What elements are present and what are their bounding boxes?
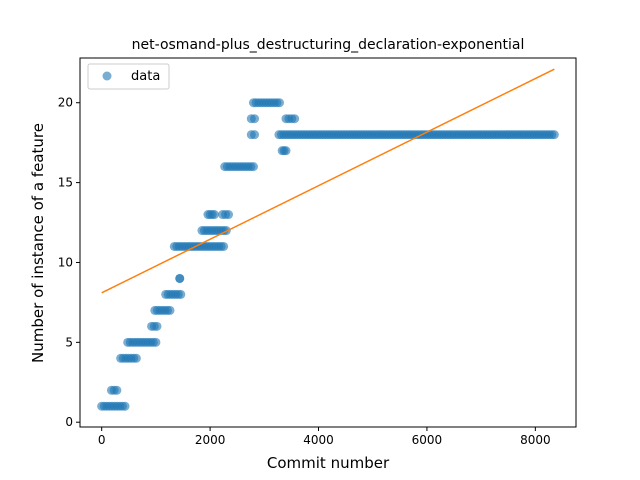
chart-title: net-osmand-plus_destructuring_declaratio… xyxy=(132,37,525,53)
x-tick-label: 4000 xyxy=(303,433,334,447)
data-point-cluster xyxy=(220,162,258,172)
data-point xyxy=(250,114,260,124)
data-point xyxy=(250,130,260,140)
data-point-cluster xyxy=(97,401,130,411)
axes-frame xyxy=(79,57,577,428)
x-tick-label: 0 xyxy=(98,433,106,447)
data-point-cluster xyxy=(161,289,186,299)
data-point xyxy=(165,305,175,315)
y-tick-label: 10 xyxy=(58,255,73,269)
data-point xyxy=(131,353,141,363)
data-point xyxy=(290,114,300,124)
x-tick-label: 8000 xyxy=(520,433,551,447)
y-tick-label: 20 xyxy=(58,96,73,110)
data-point xyxy=(112,385,122,395)
y-axis-label: Number of instance of a feature xyxy=(29,123,47,363)
data-point-cluster xyxy=(281,114,300,124)
data-point-cluster xyxy=(116,353,141,363)
plot-area xyxy=(97,98,559,411)
data-point-cluster xyxy=(277,146,291,156)
fit-line xyxy=(101,68,555,294)
y-tick-label: 0 xyxy=(65,415,73,429)
legend-label-data: data xyxy=(131,69,160,84)
y-tick-label: 15 xyxy=(58,176,73,190)
data-point-cluster xyxy=(197,226,231,236)
data-point-cluster xyxy=(218,210,234,220)
x-axis-ticks: 0 2000 4000 6000 8000 xyxy=(98,427,551,447)
legend-box xyxy=(87,63,170,90)
data-point xyxy=(549,130,559,140)
data-point xyxy=(274,98,284,108)
legend-marker-data xyxy=(102,71,112,81)
data-point xyxy=(281,146,291,156)
data-point-cluster xyxy=(147,321,162,331)
data-point-cluster xyxy=(248,98,284,108)
x-axis-label: Commit number xyxy=(267,454,390,472)
x-tick-label: 6000 xyxy=(412,433,443,447)
data-point xyxy=(152,321,162,331)
legend: data xyxy=(87,63,170,90)
data-point-cluster xyxy=(203,210,219,220)
data-point-cluster xyxy=(246,114,260,124)
y-tick-label: 5 xyxy=(65,335,73,349)
data-point-cluster xyxy=(169,241,229,251)
data-point xyxy=(219,241,229,251)
fit-line-layer xyxy=(101,68,555,294)
x-tick-label: 2000 xyxy=(195,433,226,447)
data-point-cluster xyxy=(123,337,161,347)
y-axis-ticks: 0 5 10 15 20 xyxy=(58,96,80,429)
data-point-cluster xyxy=(246,130,260,140)
data-point-cluster xyxy=(175,273,185,283)
data-point-cluster xyxy=(274,130,559,140)
data-point-cluster xyxy=(150,305,175,315)
data-point-cluster xyxy=(106,385,122,395)
data-point xyxy=(224,210,234,220)
data-point xyxy=(120,401,130,411)
data-point xyxy=(175,273,185,283)
data-point xyxy=(209,210,219,220)
data-point xyxy=(151,337,161,347)
data-point xyxy=(176,289,186,299)
data-point xyxy=(248,162,258,172)
